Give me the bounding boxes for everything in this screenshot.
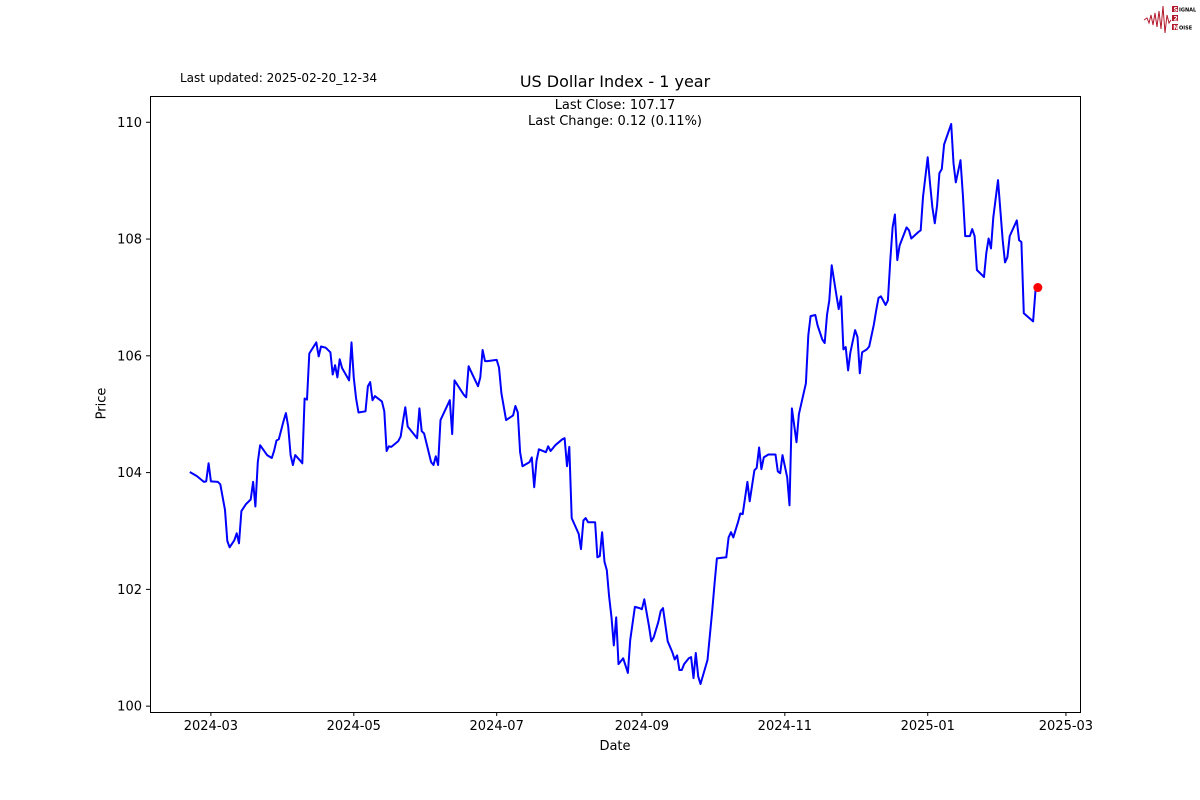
y-tick-label: 108 [117,233,142,248]
x-tick-label: 2024-05 [327,719,381,734]
last-close-text: Last Close: 107.17 [554,98,676,113]
y-tick-label: 104 [117,466,142,481]
x-tick-label: 2024-09 [615,719,669,734]
x-tick-label: 2024-03 [184,719,238,734]
svg-text:2: 2 [1174,15,1178,22]
y-tick-label: 106 [117,349,142,364]
signal-2-noise-logo: S IGNAL 2 N OISE [1143,5,1197,34]
series-line [189,123,1039,685]
chart-title: US Dollar Index - 1 year [519,72,711,91]
last-close-marker [1033,283,1043,293]
svg-text:IGNAL: IGNAL [1179,7,1197,13]
x-tick-label: 2025-03 [1039,719,1093,734]
plot-frame [150,96,1081,713]
x-tick-label: 2024-07 [470,719,524,734]
svg-text:OISE: OISE [1179,25,1193,31]
y-axis-label: Price [94,387,110,420]
x-tick-label: 2024-11 [758,719,812,734]
x-axis-label: Date [599,739,631,754]
svg-text:S: S [1174,6,1178,13]
last-close-annotation: Last Close: 107.17 Last Change: 0.12 (0.… [0,98,1200,130]
x-tick-label: 2025-01 [901,719,955,734]
y-tick-label: 102 [117,583,142,598]
svg-text:N: N [1173,24,1178,31]
y-tick-label: 100 [117,700,142,715]
last-change-text: Last Change: 0.12 (0.11%) [527,114,702,129]
last-updated-label: Last updated: 2025-02-20_12-34 [180,71,378,85]
y-tick-label: 110 [117,116,142,131]
axis-ticks: 2024-03 2024-05 2024-07 2024-09 2024-11 2025-… [117,116,1093,734]
